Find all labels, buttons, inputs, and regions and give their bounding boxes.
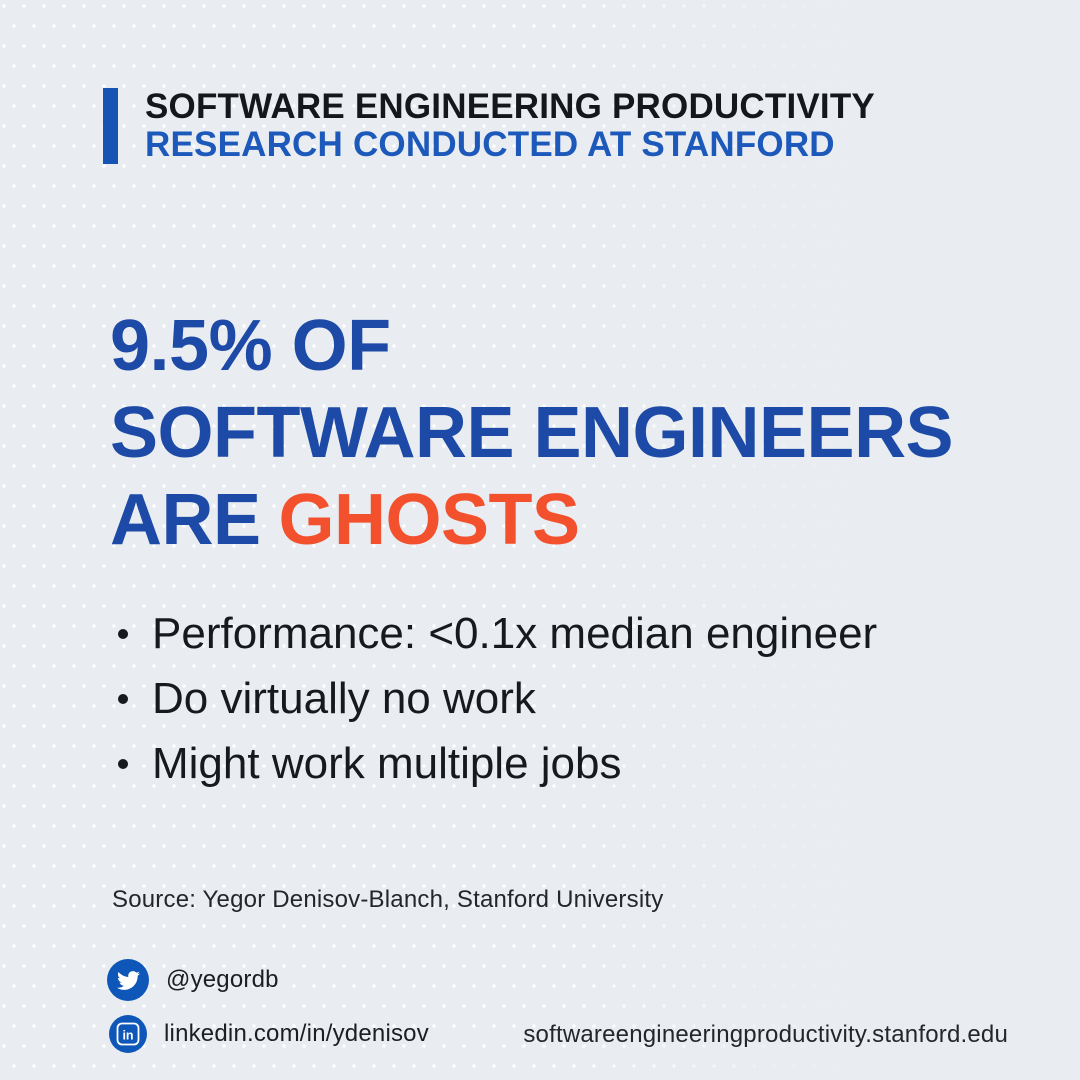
twitter-handle: @yegordb	[166, 966, 279, 993]
twitter-bird-icon	[107, 959, 149, 1001]
headline-line3-highlight: GHOSTS	[278, 480, 581, 560]
header: SOFTWARE ENGINEERING PRODUCTIVITY RESEAR…	[103, 88, 875, 164]
bullet-list: Performance: <0.1x median engineer Do vi…	[112, 601, 877, 796]
linkedin-row: in linkedin.com/in/ydenisov	[107, 1015, 429, 1053]
twitter-row: @yegordb	[107, 959, 279, 1001]
header-subtitle: RESEARCH CONDUCTED AT STANFORD	[145, 125, 835, 164]
header-title: SOFTWARE ENGINEERING PRODUCTIVITY	[145, 87, 875, 126]
svg-text:in: in	[122, 1029, 133, 1043]
headline-line1: 9.5% OF	[110, 306, 391, 386]
bullet-item: Performance: <0.1x median engineer	[112, 601, 877, 666]
main-headline: 9.5% OF SOFTWARE ENGINEERS ARE GHOSTS	[110, 303, 954, 564]
bullet-item: Do virtually no work	[112, 666, 877, 731]
bullet-item: Might work multiple jobs	[112, 731, 877, 796]
headline-line3: ARE GHOSTS	[110, 477, 953, 564]
source-attribution: Source: Yegor Denisov-Blanch, Stanford U…	[112, 886, 664, 913]
headline-line3-prefix: ARE	[110, 480, 261, 560]
linkedin-url: linkedin.com/in/ydenisov	[164, 1020, 429, 1047]
website-url: softwareengineeringproductivity.stanford…	[523, 1021, 1008, 1048]
header-text: SOFTWARE ENGINEERING PRODUCTIVITY RESEAR…	[145, 88, 875, 164]
linkedin-in-icon: in	[109, 1015, 147, 1053]
accent-bar	[103, 88, 118, 164]
headline-line2: SOFTWARE ENGINEERS	[110, 393, 954, 473]
